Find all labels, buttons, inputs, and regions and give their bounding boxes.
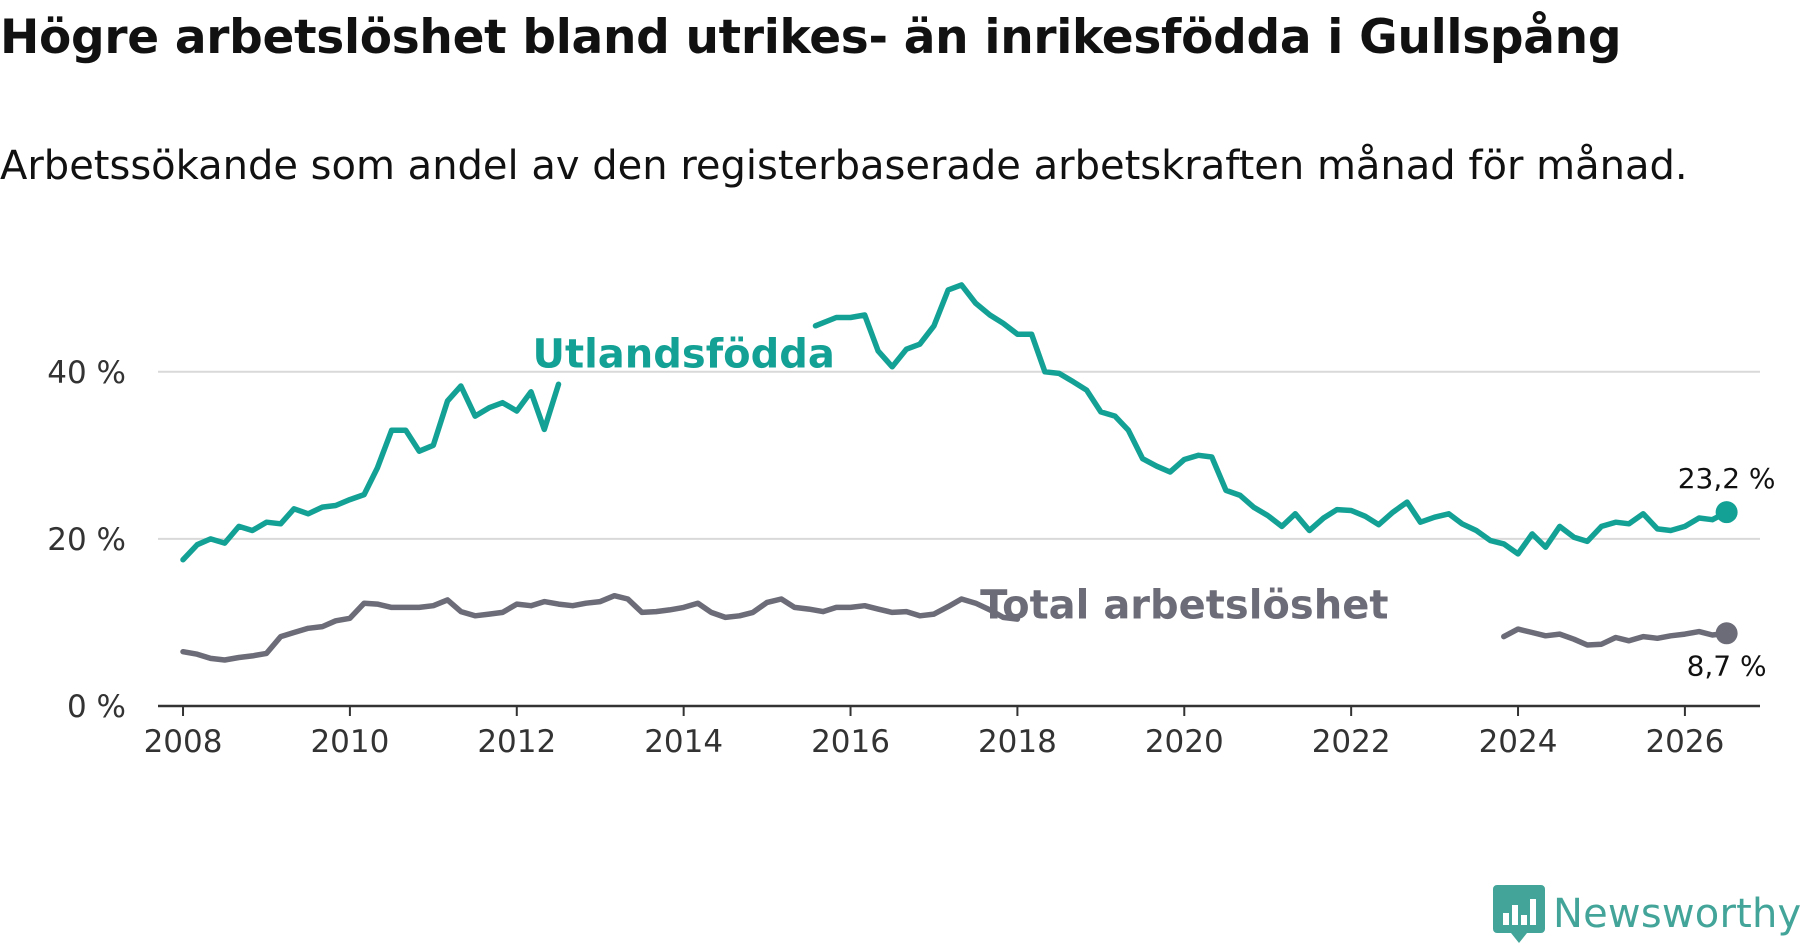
gridlines — [158, 370, 1760, 540]
x-tick-label: 2018 — [978, 724, 1057, 760]
end-value-label-utlandsfodda: 23,2 % — [1678, 462, 1776, 495]
x-tick-label: 2010 — [310, 724, 389, 760]
y-tick-label: 20 % — [47, 522, 126, 558]
y-tick-label: 0 % — [67, 689, 126, 725]
x-tick-label: 2008 — [144, 724, 223, 760]
series-line-utlandsfodda — [180, 282, 1730, 563]
series-label-utlandsfodda: Utlandsfödda — [532, 332, 834, 378]
end-value-label-total: 8,7 % — [1687, 649, 1767, 682]
chart-title: Högre arbetslöshet bland utrikes- än inr… — [0, 10, 1622, 65]
x-tick-label: 2024 — [1479, 724, 1558, 760]
x-tick-label: 2016 — [811, 724, 890, 760]
series-labels: Utlandsfödda Total arbetslöshet 23,2 % 8… — [532, 332, 1775, 683]
y-tick-label: 40 % — [47, 355, 126, 391]
x-tick-label: 2022 — [1312, 724, 1391, 760]
x-tick-label: 2020 — [1145, 724, 1224, 760]
chart-subtitle: Arbetssökande som andel av den registerb… — [0, 143, 1688, 189]
series-label-total: Total arbetslöshet — [980, 582, 1388, 628]
end-point-total — [1715, 622, 1738, 645]
end-point-utlandsfodda — [1715, 501, 1738, 524]
newsworthy-logo[interactable]: Newsworthy — [1493, 885, 1800, 943]
x-tick-label: 2012 — [477, 724, 556, 760]
logo-text: Newsworthy — [1553, 891, 1800, 937]
line-chart: 0 % 20 % 40 % 2008 2010 2012 2014 2016 2018 2020 2… — [47, 282, 1776, 760]
series-lines — [180, 282, 1738, 663]
axes: 0 % 20 % 40 % 2008 2010 2012 2014 2016 2018 2020 2… — [47, 355, 1760, 760]
x-tick-label: 2014 — [644, 724, 723, 760]
x-tick-label: 2026 — [1645, 724, 1724, 760]
newsworthy-logo-icon — [1493, 885, 1545, 943]
series-line-total — [180, 592, 1730, 663]
